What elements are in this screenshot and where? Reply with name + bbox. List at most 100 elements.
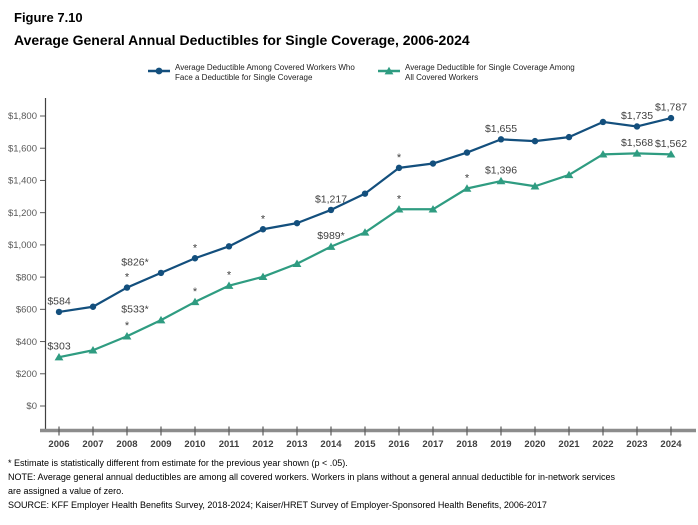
point-label-all-2009: $533*: [121, 304, 148, 316]
x-tick-label: 2024: [660, 439, 682, 450]
significance-asterisk: *: [261, 213, 266, 225]
data-point-all-2012: [258, 272, 268, 280]
data-point-faced-2012: [259, 226, 267, 233]
footnote-note-line1: NOTE: Average general annual deductibles…: [8, 472, 615, 482]
data-point-faced-2017: [429, 160, 437, 167]
data-point-all-2022: [598, 150, 608, 158]
legend-item-faced-deductible: Average Deductible Among Covered Workers…: [148, 63, 355, 82]
data-point-faced-2019: [497, 136, 505, 143]
data-point-faced-2010: [191, 255, 199, 262]
x-tick-label: 2007: [82, 439, 103, 450]
x-tick-label: 2021: [558, 439, 580, 450]
significance-asterisk: *: [193, 242, 198, 254]
data-point-all-2024: [666, 150, 676, 158]
data-point-faced-2021: [565, 133, 573, 141]
data-point-all-2021: [564, 170, 574, 179]
point-label-all-2023: $1,568: [621, 137, 653, 149]
line-circle-marker-icon: [148, 67, 170, 75]
x-tick-label: 2016: [388, 439, 409, 450]
point-label-faced-2023: $1,735: [621, 110, 653, 122]
x-tick-label: 2011: [219, 439, 240, 450]
point-label-faced-2014: $1,217: [315, 193, 347, 205]
data-point-all-2017: [428, 205, 438, 213]
footnote-source: SOURCE: KFF Employer Health Benefits Sur…: [8, 500, 547, 510]
y-tick-label: $1,600: [8, 143, 37, 154]
data-point-all-2014: [326, 242, 336, 250]
x-tick-label: 2018: [456, 439, 477, 450]
data-point-all-2011: [224, 281, 234, 289]
data-point-all-2019: [496, 176, 506, 185]
point-label-all-2019: $1,396: [485, 165, 517, 177]
point-label-all-2014: $989*: [317, 230, 344, 242]
page-title: Average General Annual Deductibles for S…: [14, 32, 470, 48]
figure-number: Figure 7.10: [14, 10, 83, 25]
x-tick-label: 2015: [354, 439, 376, 450]
x-tick-label: 2023: [626, 439, 647, 450]
significance-asterisk: *: [397, 152, 402, 164]
deductibles-line-chart: $0 $200 $400 $600 $800 $1,000 $1,200 $1,400 $1,6…: [8, 98, 696, 450]
y-tick-label: $1,400: [8, 176, 37, 187]
x-tick-label: 2022: [592, 439, 613, 450]
x-tick-label: 2019: [490, 439, 511, 450]
x-tick-label: 2012: [252, 439, 273, 450]
data-point-faced-2008: [123, 284, 131, 291]
significance-asterisk: *: [397, 193, 402, 205]
x-tick-label: 2006: [48, 439, 69, 450]
data-point-faced-2006: [55, 308, 63, 316]
data-point-all-2016: [394, 205, 404, 213]
y-tick-label: $1,200: [8, 208, 37, 219]
footnote-note-line2: are assigned a value of zero.: [8, 486, 124, 496]
data-point-faced-2009: [157, 269, 165, 277]
y-tick-label: $600: [16, 305, 37, 316]
series-line-all: [58, 152, 672, 359]
data-point-all-2015: [360, 228, 370, 236]
y-tick-label: $1,800: [8, 111, 37, 122]
legend-label-all-workers: Average Deductible for Single Coverage A…: [405, 63, 575, 82]
y-tick-label: $400: [16, 337, 37, 348]
data-point-faced-2023: [633, 123, 641, 130]
y-tick-label: $800: [16, 272, 37, 283]
x-tick-label: 2010: [184, 439, 205, 450]
significance-asterisk: *: [193, 286, 198, 298]
x-tick-label: 2014: [320, 439, 342, 450]
data-point-faced-2014: [327, 206, 335, 214]
data-point-faced-2024: [667, 114, 675, 122]
point-label-faced-2009: $826*: [121, 256, 148, 268]
data-point-all-2010: [190, 297, 200, 306]
significance-asterisk: *: [227, 270, 232, 282]
point-label-faced-2006: $584: [47, 295, 71, 307]
data-point-faced-2015: [361, 190, 369, 197]
data-point-faced-2011: [225, 243, 233, 250]
footnotes: * Estimate is statistically different fr…: [8, 456, 692, 512]
significance-asterisk: *: [125, 272, 130, 284]
point-label-faced-2019: $1,655: [485, 123, 517, 135]
data-point-faced-2013: [293, 219, 301, 227]
data-point-all-2013: [292, 259, 302, 267]
point-label-all-2024: $1,562: [655, 138, 687, 150]
significance-asterisk: *: [125, 320, 130, 332]
x-tick-label: 2008: [116, 439, 137, 450]
data-point-all-2007: [88, 346, 98, 354]
x-tick-label: 2017: [422, 439, 443, 450]
data-point-all-2008: [122, 332, 132, 340]
point-label-faced-2024: $1,787: [655, 102, 687, 114]
data-point-all-2009: [156, 315, 166, 324]
data-point-all-2020: [530, 182, 540, 190]
x-tick-label: 2020: [524, 439, 545, 450]
legend: Average Deductible Among Covered Workers…: [0, 63, 698, 87]
data-point-faced-2007: [89, 303, 97, 310]
y-tick-label: $200: [16, 369, 37, 380]
data-point-all-2006: [54, 352, 64, 361]
significance-asterisk: *: [465, 173, 470, 185]
data-point-faced-2020: [531, 137, 539, 145]
data-point-faced-2022: [599, 118, 607, 126]
y-tick-label: $1,000: [8, 240, 37, 251]
x-tick-label: 2009: [150, 439, 171, 450]
series-line-faced: [58, 117, 672, 313]
footnote-significance: * Estimate is statistically different fr…: [8, 458, 348, 468]
data-point-faced-2018: [463, 149, 471, 156]
data-point-all-2018: [462, 184, 472, 192]
legend-label-faced-deductible: Average Deductible Among Covered Workers…: [175, 63, 355, 82]
line-triangle-marker-icon: [378, 66, 400, 75]
y-tick-label: $0: [26, 401, 37, 412]
